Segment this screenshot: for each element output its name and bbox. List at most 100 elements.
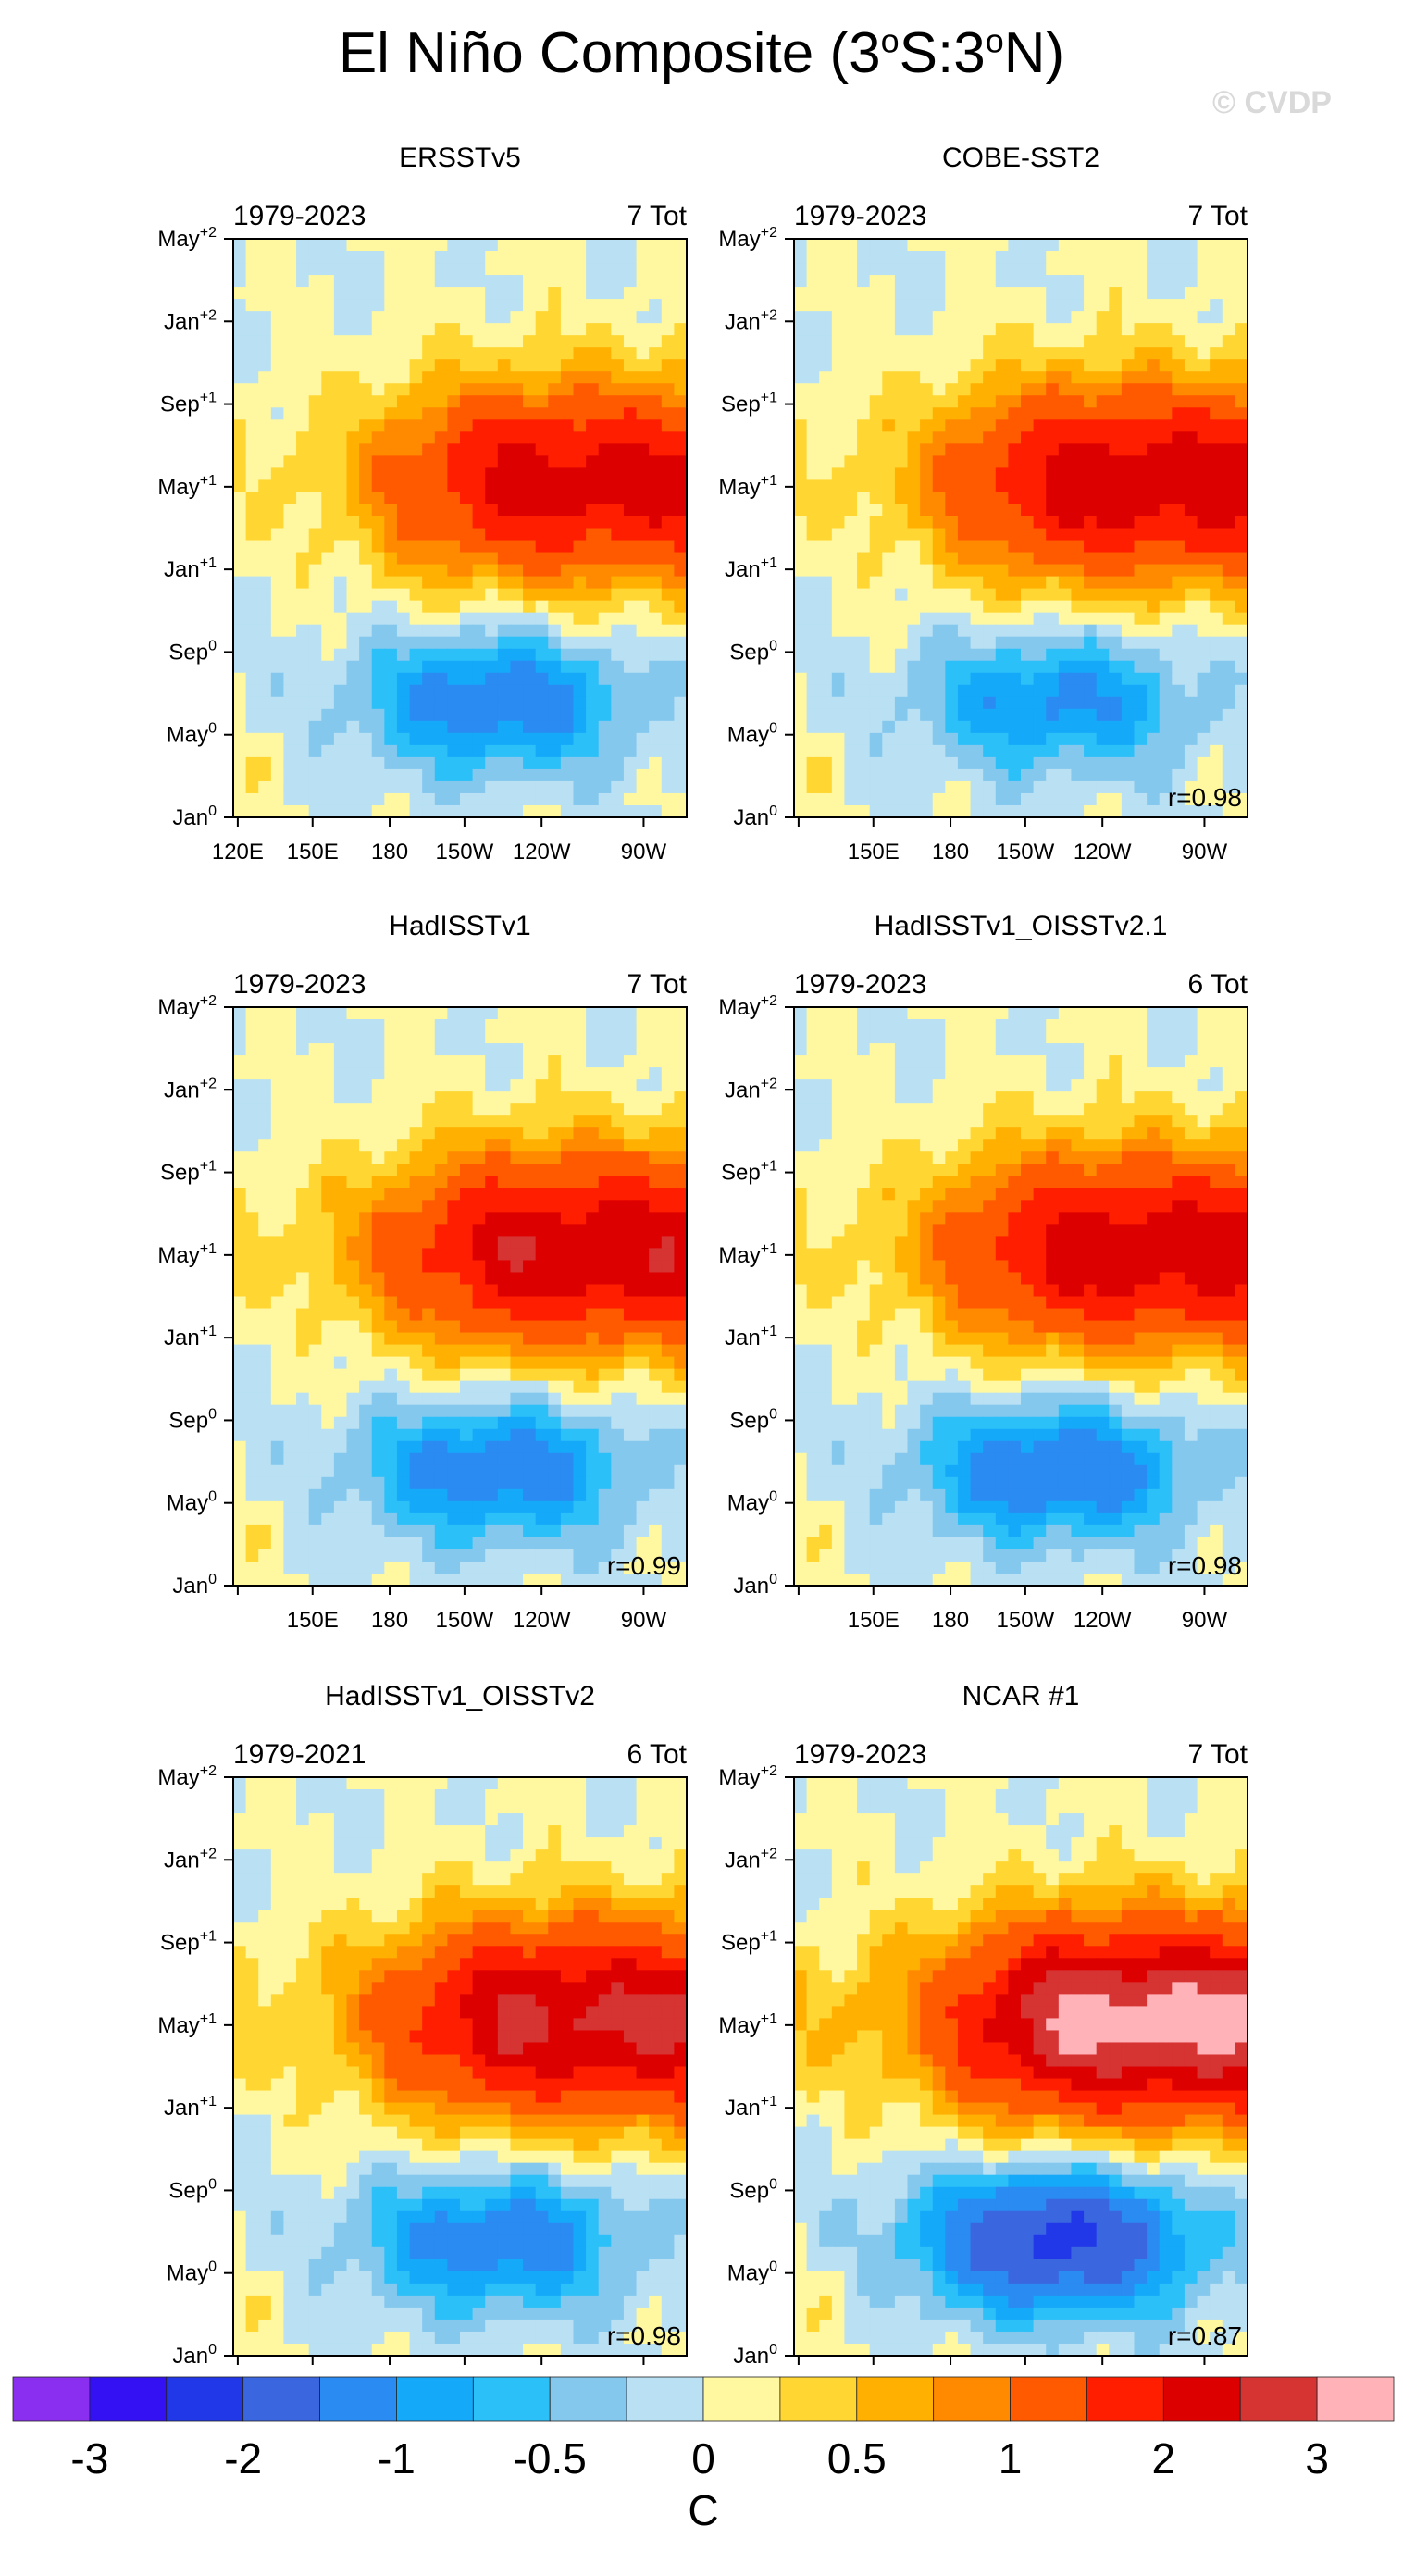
heatmap-cell [510,1368,524,1382]
heatmap-cell [661,371,675,384]
heatmap-cell [233,576,247,590]
heatmap-cell [233,1055,247,1068]
heatmap-cell [1033,359,1047,372]
heatmap-cell [611,467,625,481]
heatmap-cell [523,792,537,806]
heatmap-cell [674,1272,688,1286]
heatmap-cell [384,1176,398,1188]
heatmap-cell [1071,479,1085,493]
heatmap-cell [623,696,638,710]
heatmap-cell [548,576,562,590]
heatmap-cell [560,1224,575,1237]
heatmap-cell [321,504,335,517]
heatmap-cell [983,804,997,818]
heatmap-cell [894,732,909,746]
heatmap-cell [333,1488,348,1502]
heatmap-cell [894,431,909,444]
heatmap-cell [258,708,272,722]
heatmap-cell [623,1091,638,1104]
heatmap-cell [920,732,934,746]
heatmap-cell [586,1404,600,1418]
heatmap-cell [1159,552,1173,566]
heatmap-cell [819,672,833,686]
heatmap-cell [447,239,461,252]
heatmap-cell [819,371,833,384]
heatmap-cell [1134,648,1148,662]
heatmap-cell [674,1320,688,1334]
heatmap-cell [623,1127,638,1140]
heatmap-cell [233,1188,247,1201]
heatmap-cell [447,1392,461,1406]
heatmap-cell [447,612,461,626]
heatmap-cell [396,648,411,662]
heatmap-cell [598,335,612,348]
heatmap-cell [611,1308,625,1322]
heatmap-cell [674,287,688,300]
heatmap-cell [359,1368,373,1382]
heatmap-cell [447,407,461,420]
panel-frame [232,238,688,818]
heatmap-cell [1084,708,1098,722]
heatmap-cell [1046,780,1060,794]
heatmap-cell [1071,323,1085,336]
heatmap-cell [611,311,625,324]
heatmap-cell [636,335,650,348]
heatmap-cell [270,600,285,614]
heatmap-cell [497,636,512,650]
heatmap-cell [296,672,310,686]
heatmap-cell [409,1344,423,1358]
heatmap-cell [346,1212,360,1225]
heatmap-cell [422,1440,436,1454]
heatmap-cell [794,504,808,517]
heatmap-cell [649,1284,663,1298]
heatmap-cell [434,492,448,505]
heatmap-cell [434,395,448,408]
heatmap-cell [245,1248,259,1262]
heatmap-cell [598,239,612,252]
heatmap-cell [460,744,474,758]
heatmap-cell [384,1236,398,1250]
heatmap-cell [1210,492,1223,505]
heatmap-cell [857,564,871,578]
heatmap-cell [1172,564,1186,578]
heatmap-cell [548,455,562,468]
heatmap-cell [434,359,448,372]
heatmap-cell [1134,467,1148,481]
heatmap-cell [932,708,946,722]
heatmap-cell [447,395,461,408]
heatmap-cell [371,1332,385,1346]
heatmap-cell [869,552,883,566]
heatmap-cell [308,720,322,734]
heatmap-cell [396,672,411,686]
heatmap-cell [1021,479,1035,493]
heatmap-cell [611,1139,625,1152]
heatmap-cell [970,804,984,818]
heatmap-cell [460,552,474,566]
heatmap-cell [409,419,423,432]
heatmap-cell [920,624,934,638]
heatmap-cell [1147,311,1161,324]
heatmap-cell [460,1452,474,1466]
heatmap-cell [384,780,398,794]
heatmap-cell [611,1248,625,1262]
heatmap-cell [1134,287,1148,300]
heatmap-cell [831,756,846,770]
heatmap-cell [258,1260,272,1274]
heatmap-cell [497,419,512,432]
heatmap-cell [535,1392,549,1406]
heatmap-cell [535,1356,549,1370]
heatmap-cell [460,1055,474,1068]
heatmap-cell [920,323,934,336]
heatmap-cell [258,1127,272,1140]
heatmap-cell [819,588,833,602]
heatmap-cell [283,383,297,396]
heatmap-cell [245,516,259,529]
heatmap-cell [649,1380,663,1394]
heatmap-cell [1071,419,1085,432]
heatmap-cell [819,251,833,264]
heatmap-cell [945,263,959,276]
heatmap-cell [548,1356,562,1370]
heatmap-cell [661,672,675,686]
heatmap-cell [932,588,946,602]
heatmap-cell [258,660,272,674]
